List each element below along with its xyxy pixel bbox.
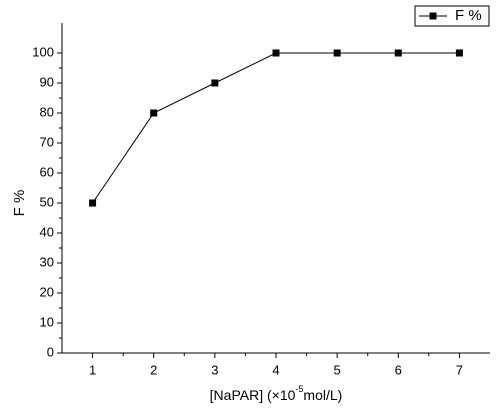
x-tick-label: 6	[395, 362, 402, 377]
y-tick-label: 20	[40, 284, 54, 299]
series-line	[92, 52, 460, 204]
data-point	[333, 49, 341, 57]
data-point	[455, 49, 463, 57]
x-label-suffix: mol/L)	[303, 387, 342, 403]
y-tick-label: 0	[47, 344, 54, 359]
y-tick-label: 50	[40, 194, 54, 209]
y-tick-label: 70	[40, 134, 54, 149]
data-point	[89, 199, 97, 207]
data-point	[150, 109, 158, 117]
y-axis-label: F %	[11, 190, 28, 217]
y-tick-label: 90	[40, 74, 54, 89]
data-point	[394, 49, 402, 57]
legend-label: F %	[455, 7, 482, 24]
x-tick-label: 1	[89, 362, 96, 377]
x-tick-label: 2	[150, 362, 157, 377]
x-tick-label: 5	[334, 362, 341, 377]
x-tick-label: 4	[272, 362, 279, 377]
y-tick-label: 40	[40, 224, 54, 239]
legend-marker	[429, 12, 437, 20]
x-tick-label: 3	[211, 362, 218, 377]
x-tick-label: 7	[456, 362, 463, 377]
data-point	[211, 79, 219, 87]
y-tick-label: 60	[40, 164, 54, 179]
y-tick-label: 80	[40, 104, 54, 119]
x-label-superscript: -5	[295, 384, 303, 394]
y-tick-label: 100	[32, 44, 54, 59]
x-axis-label: [NaPAR] (×10-5mol/L)	[210, 384, 343, 402]
legend-box	[414, 5, 490, 27]
data-point	[272, 49, 280, 57]
x-label-text: [NaPAR] (×10	[210, 387, 296, 403]
y-tick-label: 30	[40, 254, 54, 269]
y-tick-label: 10	[40, 314, 54, 329]
